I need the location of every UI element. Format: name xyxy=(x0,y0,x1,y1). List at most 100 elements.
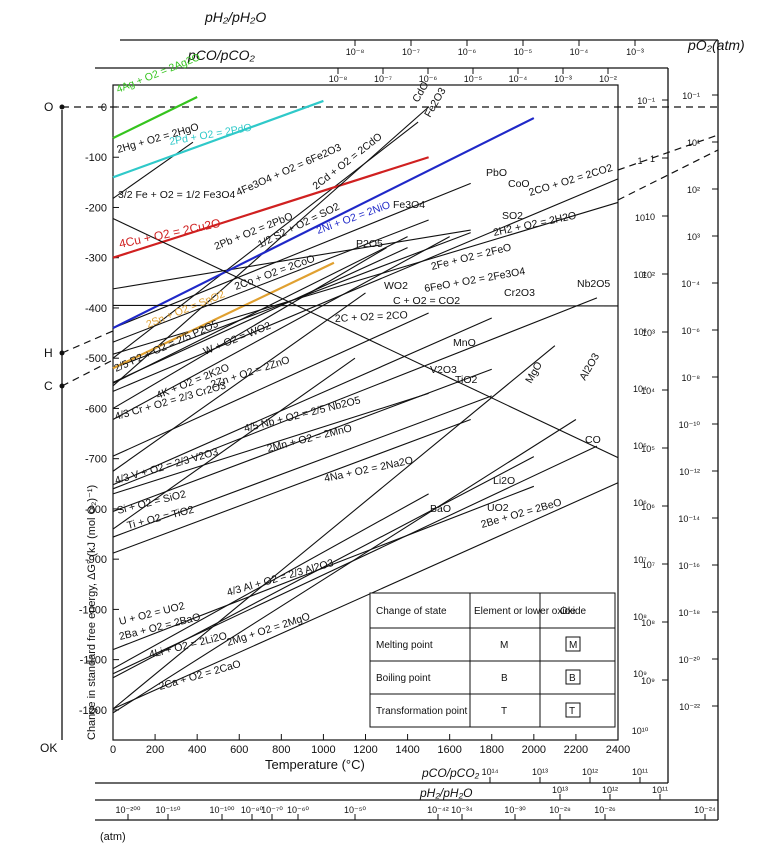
right-h2-tick-label: 10⁹ xyxy=(633,669,647,679)
tag-li2o: Li2O xyxy=(493,475,515,487)
right-h2-tick-label: 10¹⁰ xyxy=(632,726,649,736)
tag-mgo: MgO xyxy=(523,360,545,386)
right-h2-tick-label: 10⁸ xyxy=(633,612,647,622)
right-po2-tick-label: 10⁻¹⁶ xyxy=(679,561,701,571)
label-na2o: 4Na + O2 = 2Na2O xyxy=(323,454,414,485)
bottom-co-tick-label: 10¹⁴ xyxy=(482,767,499,777)
right-po2-tick-label: 10⁻⁴ xyxy=(681,279,700,289)
tag-pbo: PbO xyxy=(486,167,507,179)
right-co-tick-label: 10³ xyxy=(642,328,655,338)
tag-cr2o3: Cr2O3 xyxy=(504,287,535,299)
bottom-co-tick-label: 10¹¹ xyxy=(632,767,648,777)
reaction-line-2cd-o2-2cdo xyxy=(112,106,429,387)
label-fe3o4-a: 3/2 Fe + O2 = 1/2 Fe3O4 xyxy=(118,189,235,201)
bottom-po2-tick-label: 10⁻⁴² xyxy=(427,805,449,815)
bottom-co-tick-label: 10¹² xyxy=(582,767,598,777)
reaction-line-2zn-o2-2zno xyxy=(112,312,429,457)
right-po2-tick-label: 10⁻⁶ xyxy=(682,326,701,336)
reaction-line-2co-o2-2co2 xyxy=(112,178,619,392)
reaction-line-2mn-o2-2mno xyxy=(112,392,429,495)
reaction-line-si-o2-sio2 xyxy=(112,395,492,538)
y-tick-label: 0 xyxy=(101,102,107,114)
x-tick-label: 1600 xyxy=(437,744,461,756)
reaction-line-2pb-o2-2pbo xyxy=(112,182,471,329)
pivot-h-dashed-line xyxy=(61,330,114,354)
reaction-line-4na-o2-2na2o xyxy=(112,357,356,530)
top-co-tick-label: 10⁻⁷ xyxy=(374,74,392,84)
label-ag2o: 4Ag + O2 = 2Ag2O xyxy=(115,51,202,96)
top-co-tick-label: 10⁻³ xyxy=(554,74,572,84)
right-axis-title: pO₂(atm) xyxy=(687,37,745,53)
x-tick-label: 800 xyxy=(272,744,290,756)
right-co-tick-label: 10⁴ xyxy=(641,386,655,396)
reaction-line-2hg-o2-2hgo xyxy=(112,141,194,199)
right-po2-tick-label: 10⁻¹⁸ xyxy=(678,608,700,618)
bottom-po2-tick-label: 10⁻²⁴ xyxy=(694,805,716,815)
legend-header-state: Change of state xyxy=(376,606,447,617)
y-tick-label: -400 xyxy=(85,303,107,315)
bottom-co-tick-label: 10¹³ xyxy=(532,767,548,777)
reaction-line-2ca-o2-2cao xyxy=(112,419,577,714)
pivot-c-dashed-line xyxy=(61,359,114,387)
y-tick-label: -300 xyxy=(85,253,107,265)
legend-row-melting-label: Melting point xyxy=(376,640,433,651)
bottom-atm-label: (atm) xyxy=(100,831,126,843)
h2o-extension-dashed-line xyxy=(617,134,719,171)
top-h2-tick-label: 10⁻⁴ xyxy=(570,47,589,57)
top-axis-co-title: pCO/pCO₂ xyxy=(187,47,255,63)
right-h2-tick-label: 10⁷ xyxy=(633,555,646,565)
right-h2-tick-label: 10⁴ xyxy=(633,384,647,394)
tag-so2: SO2 xyxy=(502,210,523,222)
reaction-line-2ni-o2-2nio xyxy=(112,117,535,330)
label-mno: 2Mn + O2 = 2MnO xyxy=(266,422,353,455)
reaction-line-4-3-cr-o2-2-3-cr2o3 xyxy=(112,317,492,486)
right-co-tick-label: 1 xyxy=(650,154,655,164)
tag-nb2o5: Nb2O5 xyxy=(577,278,610,290)
reaction-lines-layer xyxy=(112,95,619,714)
reaction-line-2mg-o2-2mgo xyxy=(112,345,556,710)
right-h2-tick-label: 1 xyxy=(637,156,642,166)
bottom-po2-tick-label: 10⁻³⁰ xyxy=(504,805,526,815)
right-co-tick-label: 10⁻¹ xyxy=(637,96,655,106)
right-po2-tick-label: 10⁻¹⁴ xyxy=(678,514,700,524)
reaction-line-2ba-o2-2bao xyxy=(112,493,429,670)
co2-extension-dashed-line xyxy=(617,149,719,201)
reaction-line-4ag-o2-2ag2o xyxy=(112,95,198,140)
right-po2-tick-label: 10² xyxy=(687,185,700,195)
right-h2-tick-label: 10² xyxy=(633,270,646,280)
pivot-c-label: C xyxy=(44,379,53,393)
right-co-tick-label: 10⁵ xyxy=(641,444,655,454)
top-co-tick-label: 10⁻⁴ xyxy=(509,74,528,84)
pivot-h-label: H xyxy=(44,346,53,360)
right-co-tick-label: 10⁷ xyxy=(642,560,655,570)
bottom-po2-tick-label: 10⁻⁵⁰ xyxy=(344,805,366,815)
tag-bao: BaO xyxy=(430,503,451,515)
ticks-layer: 0 200 400 600 800 1000 1200 1400 1600 1800 2000 220… xyxy=(79,40,718,820)
top-co-tick-label: 10⁻² xyxy=(599,74,617,84)
y-tick-label: -800 xyxy=(85,504,107,516)
legend-row-transformation-element: T xyxy=(501,706,507,717)
y-tick-label: -500 xyxy=(85,353,107,365)
top-co-tick-label: 10⁻⁵ xyxy=(464,74,483,84)
label-cao: 2Ca + O2 = 2CaO xyxy=(158,658,243,693)
top-h2-tick-label: 10⁻⁷ xyxy=(402,47,420,57)
bottom-h2-axis-title: pH₂/pH₂O xyxy=(419,786,473,800)
right-co-tick-label: 10⁸ xyxy=(641,618,655,628)
bottom-po2-tick-label: 10⁻²⁶ xyxy=(594,805,616,815)
label-co2: C + O2 = CO2 xyxy=(393,295,460,307)
legend-row-melting-element: M xyxy=(500,640,508,651)
label-li2o: 4Li + O2 = 2Li2O xyxy=(148,630,229,661)
legend-header-oxide: Oxide xyxy=(560,606,587,617)
tag-coo: CoO xyxy=(508,178,530,190)
reaction-line-c-o2-co2 xyxy=(112,304,619,307)
right-po2-tick-label: 10³ xyxy=(687,232,700,242)
x-tick-label: 1200 xyxy=(353,744,377,756)
y-tick-label: -100 xyxy=(85,152,107,164)
bottom-h2-tick-label: 10¹² xyxy=(602,785,618,795)
y-tick-label: -600 xyxy=(85,403,107,415)
bottom-po2-tick-label: 10⁻²⁸ xyxy=(549,805,571,815)
label-v2o3: 4/3 V + O2 = 2/3 V2O3 xyxy=(114,446,220,487)
top-h2-tick-label: 10⁻⁵ xyxy=(514,47,533,57)
x-tick-label: 2000 xyxy=(522,744,546,756)
top-co-tick-label: 10⁻⁶ xyxy=(419,74,438,84)
